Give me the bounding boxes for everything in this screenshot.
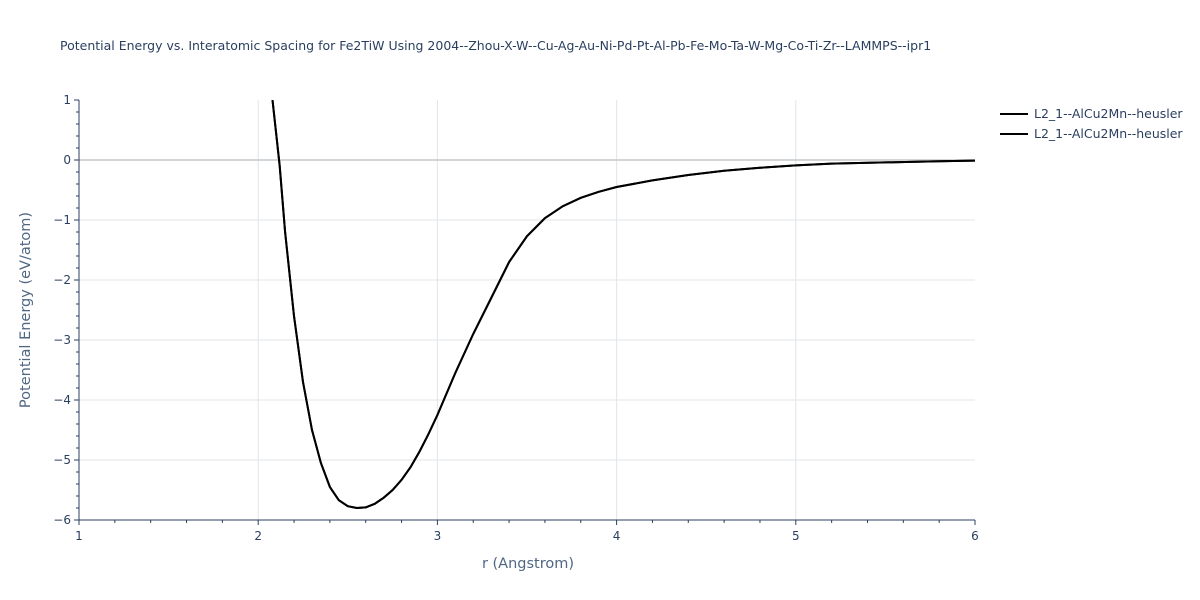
minor-ticks: [74, 99, 976, 525]
y-axis-title: Potential Energy (eV/atom): [18, 212, 34, 408]
y-tick-label: −5: [53, 453, 71, 467]
x-tick-label: 2: [254, 529, 262, 543]
series-line-1: [271, 100, 975, 510]
y-tick-label: −2: [53, 273, 71, 287]
x-tick-label: 3: [434, 529, 442, 543]
legend: L2_1--AlCu2Mn--heusler L2_1--AlCu2Mn--heu…: [1000, 106, 1183, 141]
grid-lines: [78, 100, 975, 521]
plot-area: [271, 100, 975, 510]
y-tick-label: 0: [63, 153, 71, 167]
y-tick-label: 1: [63, 93, 71, 107]
x-tick-labels: 1 2 3 4 5 6: [75, 529, 979, 543]
series-line-2: [271, 100, 975, 510]
y-tick-labels: 1 0 −1 −2 −3 −4 −5 −6: [53, 93, 71, 527]
x-tick-label: 1: [75, 529, 83, 543]
y-tick-label: −4: [53, 393, 71, 407]
x-axis-title: r (Angstrom): [482, 556, 574, 572]
x-tick-label: 5: [792, 529, 800, 543]
y-tick-label: −3: [53, 333, 71, 347]
x-tick-label: 4: [613, 529, 621, 543]
legend-label-2: L2_1--AlCu2Mn--heusler: [1034, 126, 1183, 141]
y-tick-label: −6: [53, 513, 71, 527]
y-tick-label: −1: [53, 213, 71, 227]
chart-title: Potential Energy vs. Interatomic Spacing…: [60, 38, 931, 53]
x-tick-label: 6: [971, 529, 979, 543]
legend-label-1: L2_1--AlCu2Mn--heusler: [1034, 106, 1183, 121]
